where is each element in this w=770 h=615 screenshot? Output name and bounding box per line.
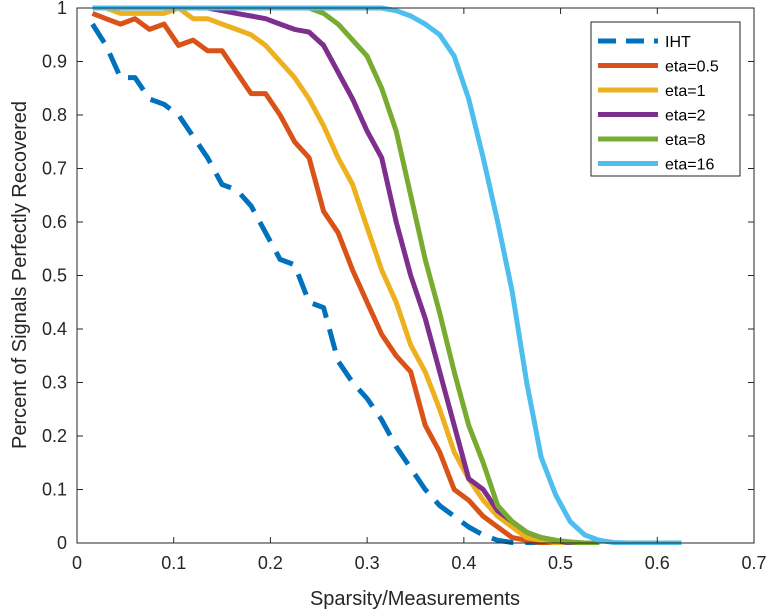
axes-layer: 0 0.1 0.2 0.3 0.4 0.5 0.6 0.7 0 0.1 0.2 0.3 0.4 0.5 0.… [42, 0, 767, 573]
series-line-eta-1 [92, 5, 571, 545]
legend-label: eta=2 [665, 108, 706, 125]
y-axis-label: Percent of Signals Perfectly Recovered [9, 101, 31, 449]
y-tick-label: 0.7 [42, 159, 67, 179]
legend-label: IHT [665, 34, 691, 51]
legend-label: eta=8 [665, 132, 706, 149]
series-line-iht [90, 22, 542, 545]
y-tick-label: 0.3 [42, 373, 67, 393]
y-tick-label: 0.1 [42, 480, 67, 500]
y-tick-label: 0.8 [42, 105, 67, 125]
x-tick-label: 0.6 [645, 553, 670, 573]
legend-label: eta=0.5 [665, 59, 719, 76]
x-tick-label: 0 [72, 553, 82, 573]
x-tick-label: 0.5 [548, 553, 573, 573]
y-tick-label: 0.4 [42, 319, 67, 339]
legend: IHT eta=0.5 eta=1 eta=2 eta=8 eta=16 [590, 21, 741, 177]
series-line-eta-0-5 [91, 11, 556, 545]
legend-item: eta=16 [598, 157, 714, 174]
x-tick-label: 0.4 [451, 553, 476, 573]
legend-item: eta=2 [598, 108, 706, 125]
y-tick-label: 0.5 [42, 266, 67, 286]
legend-item: eta=8 [598, 132, 706, 149]
y-tick-label: 1 [57, 0, 67, 18]
x-tick-label: 0.3 [355, 553, 380, 573]
legend-item: IHT [598, 34, 691, 51]
legend-label: eta=1 [665, 83, 706, 100]
x-tick-label: 0.2 [258, 553, 283, 573]
legend-label: eta=16 [665, 157, 714, 174]
y-tick-label: 0.6 [42, 212, 67, 232]
y-tick-label: 0.9 [42, 52, 67, 72]
legend-box [590, 21, 741, 177]
y-tick-label: 0 [57, 533, 67, 553]
x-axis-label: Sparsity/Measurements [310, 588, 520, 610]
legend-item: eta=0.5 [598, 59, 719, 76]
y-tick-label: 0.2 [42, 426, 67, 446]
x-tick-label: 0.7 [741, 553, 766, 573]
legend-item: eta=1 [598, 83, 706, 100]
x-tick-label: 0.1 [161, 553, 186, 573]
